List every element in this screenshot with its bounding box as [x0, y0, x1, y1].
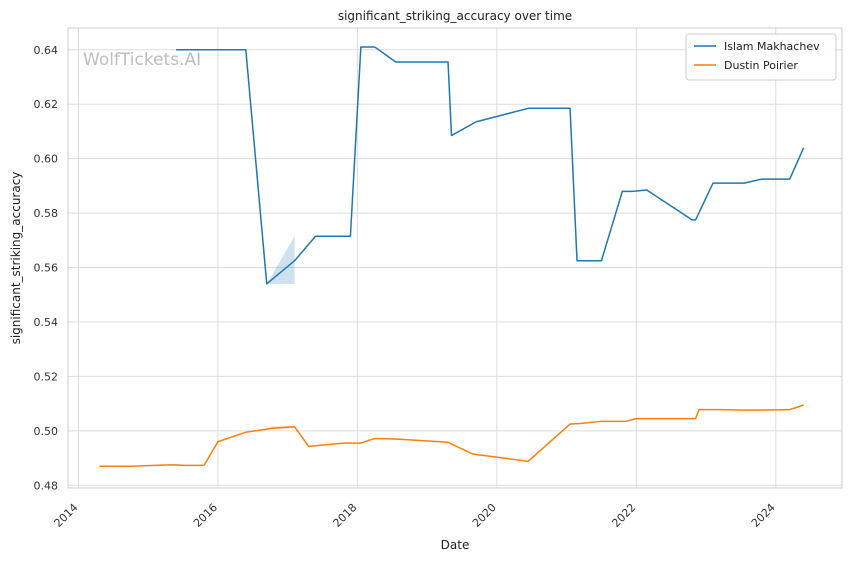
x-tick-label: 2022: [609, 501, 638, 530]
y-tick-label: 0.54: [34, 316, 59, 329]
y-tick-label: 0.60: [34, 153, 59, 166]
y-tick-label: 0.52: [34, 370, 59, 383]
x-tick-label: 2016: [191, 501, 220, 530]
y-axis-label: significant_striking_accuracy: [9, 172, 23, 345]
x-tick-label: 2014: [52, 501, 81, 530]
x-axis-ticks: 2014 2016 2018 2020 2022 2024: [52, 501, 778, 530]
y-tick-label: 0.58: [34, 207, 59, 220]
x-axis-label: Date: [441, 538, 470, 552]
y-tick-label: 0.62: [34, 98, 59, 111]
islam-makhachev-confidence-band: [266, 236, 295, 284]
y-axis-ticks: 0.48 0.50 0.52 0.54 0.56 0.58 0.60 0.62 0.64: [34, 44, 59, 493]
legend-label-dustin-poirier: Dustin Poirier: [724, 59, 798, 72]
watermark-text: WolfTickets.AI: [83, 50, 201, 70]
series-lines: [99, 46, 805, 467]
plot-area-frame: [67, 27, 843, 489]
islam-makhachev-line: [176, 46, 805, 285]
dustin-poirier-line: [99, 404, 804, 467]
x-tick-label: 2020: [470, 501, 499, 530]
chart-title: significant_striking_accuracy over time: [338, 9, 572, 23]
legend-label-islam-makhachev: Islam Makhachev: [724, 40, 820, 53]
legend-box: [685, 33, 837, 81]
y-tick-label: 0.50: [34, 425, 59, 438]
x-tick-label: 2024: [749, 501, 778, 530]
chart-legend: Islam Makhachev Dustin Poirier: [685, 33, 837, 81]
y-tick-label: 0.48: [34, 479, 59, 492]
confidence-bands: [266, 236, 295, 430]
y-tick-label: 0.64: [34, 44, 59, 57]
grid-lines: [68, 28, 842, 488]
y-tick-label: 0.56: [34, 262, 59, 275]
x-tick-label: 2018: [331, 501, 360, 530]
